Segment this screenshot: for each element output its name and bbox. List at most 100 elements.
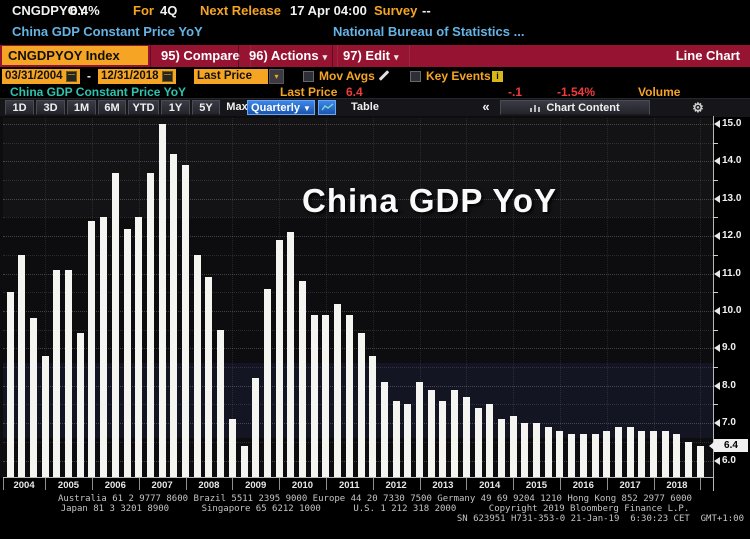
range-button-6m[interactable]: 6M (98, 100, 126, 115)
next-release-value: 17 Apr 04:00 (290, 3, 367, 18)
x-axis-label-2004: 2004 (13, 480, 35, 491)
range-button-1m[interactable]: 1M (67, 100, 96, 115)
chart-content-button[interactable]: Chart Content (500, 100, 650, 115)
bar-2004-Q4 (41, 355, 49, 477)
bar-2013-Q2 (439, 400, 447, 477)
price-field-select[interactable]: Last Price (194, 69, 268, 84)
x-axis-label-2014: 2014 (479, 480, 501, 491)
chevron-down-icon: ▼ (303, 104, 311, 113)
survey-label: Survey (374, 3, 418, 18)
table-button[interactable]: Table (351, 101, 379, 113)
bar-2016-Q2 (579, 434, 587, 477)
x-axis-label-2008: 2008 (198, 480, 220, 491)
bar-2008-Q3 (217, 329, 225, 477)
x-axis-label-2006: 2006 (104, 480, 126, 491)
collapse-panel-button[interactable]: « (482, 99, 490, 114)
survey-value: -- (422, 3, 431, 18)
chart-controls-row: 03/31/2004 - 12/31/2018 Last Price ▾ Mov… (0, 67, 750, 86)
x-axis-label-2017: 2017 (619, 480, 641, 491)
price-field-dropdown-button[interactable]: ▾ (269, 69, 284, 84)
y-axis-tick-12 (714, 232, 720, 241)
y-axis-label-11: 11.0 (722, 267, 741, 279)
x-axis-tick (325, 478, 327, 490)
menu-item-compare[interactable]: 95) Compare (150, 45, 251, 67)
bar-2008-Q2 (205, 277, 213, 477)
x-axis-label-2009: 2009 (245, 480, 267, 491)
bar-2017-Q3 (638, 430, 646, 477)
gridline-v-2005 (45, 118, 47, 477)
y-axis-label-8: 8.0 (722, 379, 736, 391)
mov-avgs-checkbox[interactable] (303, 71, 314, 82)
bar-2004-Q2 (18, 254, 26, 477)
last-price-value: 6.4 (346, 85, 363, 99)
y-axis-label-6: 6.0 (722, 454, 736, 466)
date-to-input[interactable]: 12/31/2018 (98, 69, 176, 84)
last-price-label: Last Price (280, 85, 338, 99)
range-button-5y[interactable]: 5Y (192, 100, 220, 115)
range-button-ytd[interactable]: YTD (128, 100, 159, 115)
bar-2015-Q2 (533, 423, 540, 477)
range-button-1y[interactable]: 1Y (161, 100, 190, 115)
function-menu-bar: CNGDPYOY Index 95) Compare 96) Actions ▾ … (0, 45, 750, 67)
frequency-dropdown[interactable]: Quarterly ▼ (247, 100, 315, 115)
gridline-v-2014 (466, 118, 468, 477)
x-axis-label-2005: 2005 (57, 480, 80, 491)
x-axis-tick (559, 478, 561, 490)
bar-2014-Q4 (509, 415, 517, 477)
bar-2014-Q2 (486, 404, 494, 477)
menu-item-edit[interactable]: 97) Edit ▾ (332, 45, 410, 67)
date-from-input[interactable]: 03/31/2004 (2, 69, 80, 84)
next-release-label: Next Release (200, 3, 281, 18)
calendar-icon[interactable] (161, 71, 173, 82)
y-axis-label-7: 7.0 (722, 417, 736, 429)
x-axis-label-2010: 2010 (291, 480, 314, 491)
menu-item-actions[interactable]: 96) Actions ▾ (238, 45, 339, 67)
series-name: China GDP Constant Price YoY (10, 85, 187, 99)
gridline-h-13.0 (3, 198, 713, 200)
x-axis-tick (279, 478, 281, 490)
line-chart-icon[interactable] (318, 100, 336, 115)
y-axis-label-13: 13.0 (722, 192, 742, 204)
x-axis-tick (466, 478, 468, 490)
range-button-1d[interactable]: 1D (5, 100, 34, 115)
y-axis-minor-tick (713, 292, 718, 294)
range-button-max[interactable]: Max (226, 101, 248, 113)
y-axis-minor-tick (713, 329, 718, 331)
key-events-checkbox[interactable] (410, 71, 421, 82)
for-value: 4Q (160, 3, 178, 18)
y-axis-tick-8 (714, 381, 720, 390)
bar-2011-Q4 (369, 355, 377, 477)
bar-2017-Q4 (650, 430, 657, 477)
security-input[interactable]: CNGDPYOY Index (2, 46, 148, 65)
y-axis-label-15: 15.0 (722, 117, 742, 129)
net-change-value: -.1 (508, 85, 523, 99)
gridline-v-2012 (372, 118, 374, 477)
bar-2015-Q3 (544, 426, 552, 477)
bar-2012-Q1 (380, 382, 388, 477)
gridline-h-10.0 (3, 310, 713, 312)
y-axis-minor-tick (713, 404, 718, 406)
bar-2005-Q3 (76, 333, 84, 477)
calendar-icon[interactable] (65, 71, 77, 82)
gear-icon[interactable]: ⚙ (692, 100, 704, 115)
bar-2007-Q2 (158, 123, 166, 477)
y-axis-label-9: 9.0 (722, 342, 736, 354)
bar-2016-Q3 (591, 434, 599, 477)
bar-2010-Q3 (310, 314, 318, 477)
gridline-v-2011 (325, 118, 327, 477)
gridline-h-15.0 (3, 123, 713, 125)
bar-2008-Q4 (228, 419, 236, 477)
x-axis-label-2012: 2012 (385, 480, 407, 491)
range-button-3d[interactable]: 3D (36, 100, 65, 115)
x-axis-tick (606, 478, 608, 490)
bar-2018-Q2 (673, 434, 681, 477)
bar-2008-Q1 (193, 254, 201, 477)
chart-status-row: China GDP Constant Price YoY Last Price … (0, 85, 750, 99)
bar-2018-Q1 (661, 430, 669, 477)
y-axis-minor-tick (713, 142, 718, 144)
bar-2005-Q1 (53, 269, 61, 477)
info-icon[interactable]: i (492, 71, 503, 82)
date-from-value: 03/31/2004 (5, 70, 63, 82)
y-axis-tick-13 (714, 194, 720, 203)
